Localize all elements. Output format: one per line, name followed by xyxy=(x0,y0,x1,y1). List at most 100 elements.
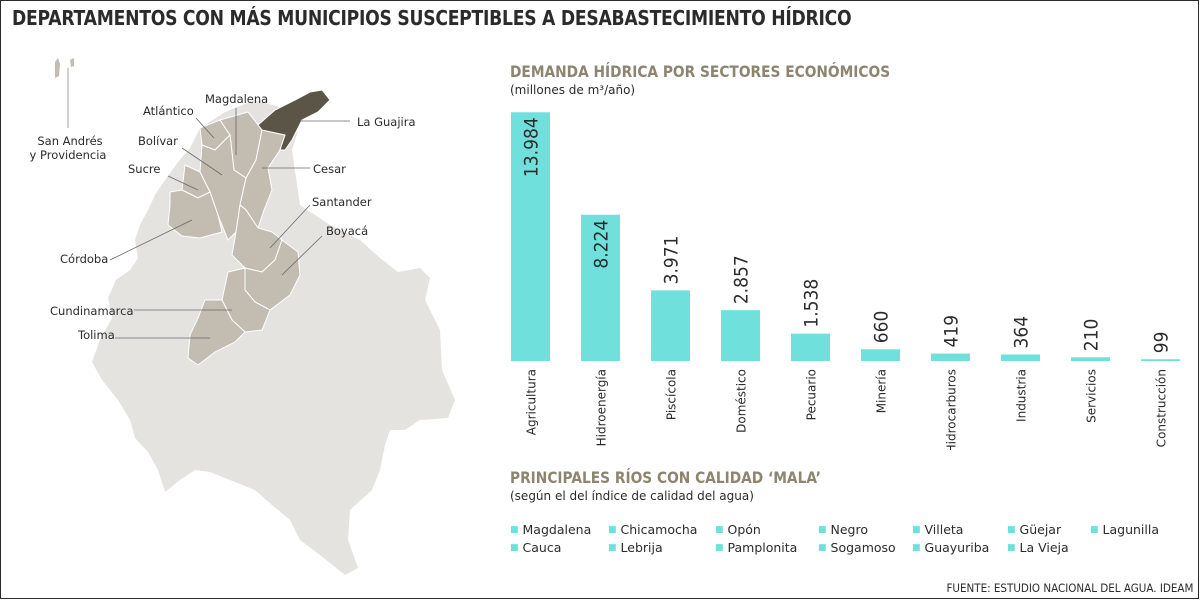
category-label: Construcción xyxy=(1155,369,1169,447)
colombia-map: San Andrés y Providencia Atlántico Magda… xyxy=(30,58,455,575)
label-san-andres-line1: San Andrés xyxy=(37,134,102,148)
bullet-icon: ■ xyxy=(608,543,617,553)
leader-lines xyxy=(109,108,350,339)
river-name: Lebrija xyxy=(620,540,663,555)
river-name: Sogamoso xyxy=(830,540,896,555)
source-note: FUENTE: ESTUDIO NACIONAL DEL AGUA. IDEAM xyxy=(946,581,1193,595)
region-la-guajira xyxy=(257,89,331,151)
bar-piscícola xyxy=(651,290,690,361)
leader-santander xyxy=(269,204,311,249)
bullet-icon: ■ xyxy=(715,543,724,553)
rivers-title: PRINCIPALES RÍOS CON CALIDAD ‘MALA’ xyxy=(510,468,821,487)
bar-value-label: 660 xyxy=(871,311,893,344)
region-tolima xyxy=(187,299,246,366)
bar-value-label: 1.538 xyxy=(801,279,823,328)
label-santander: Santander xyxy=(312,195,372,209)
rivers-list: ■ Magdalena ■ Chicamocha ■ Opón ■ Negro ■ Villeta… xyxy=(510,522,1190,562)
category-label: Agricultura xyxy=(525,369,539,435)
category-label: Minería xyxy=(875,369,889,413)
bar-value-label: 13.984 xyxy=(521,117,543,177)
river-name: Lagunilla xyxy=(1102,522,1159,537)
bullet-icon: ■ xyxy=(912,543,921,553)
river-item: ■ Guayuriba xyxy=(912,540,989,555)
bullet-icon: ■ xyxy=(1007,525,1016,535)
region-cordoba xyxy=(167,189,223,239)
river-item: ■ Lagunilla xyxy=(1090,522,1159,537)
bullet-icon: ■ xyxy=(608,525,617,535)
san-andres-island xyxy=(55,58,60,78)
bar-industria xyxy=(1001,354,1040,361)
river-item: ■ Opón xyxy=(715,522,761,537)
river-item: ■ Sogamoso xyxy=(818,540,896,555)
leader-boyaca xyxy=(281,235,323,276)
bullet-icon: ■ xyxy=(510,543,519,553)
label-cordoba: Córdoba xyxy=(60,252,108,266)
category-label: Hidroenergía xyxy=(595,369,609,446)
bar-agricultura xyxy=(511,112,550,361)
bars-group: 13.984 Agricultura 8.224 Hidroenergía 3.971 P… xyxy=(511,112,1180,450)
label-magdalena: Magdalena xyxy=(205,92,268,106)
label-cesar: Cesar xyxy=(313,162,346,176)
bullet-icon: ■ xyxy=(715,525,724,535)
label-sucre: Sucre xyxy=(128,162,160,176)
river-name: La Vieja xyxy=(1019,540,1069,555)
main-title: DEPARTAMENTOS CON MÁS MUNICIPIOS SUSCEPT… xyxy=(12,6,852,30)
river-item: ■ Villeta xyxy=(912,522,963,537)
river-item: ■ Pamplonita xyxy=(715,540,797,555)
bullet-icon: ■ xyxy=(510,525,519,535)
bar-hidroenergía xyxy=(581,214,620,361)
bar-hidrocarburos xyxy=(931,353,970,361)
river-name: Opón xyxy=(727,522,761,537)
category-label: Hidrocarburos xyxy=(945,369,959,450)
river-item: ■ Güejar xyxy=(1007,522,1061,537)
category-label: Doméstico xyxy=(735,369,749,433)
bullet-icon: ■ xyxy=(818,525,827,535)
chart-subtitle: (millones de m³/año) xyxy=(510,83,636,97)
bar-construcción xyxy=(1141,359,1180,361)
bar-value-label: 8.224 xyxy=(591,220,613,269)
leader-bolivar xyxy=(181,147,223,176)
river-item: ■ Chicamocha xyxy=(608,522,697,537)
bar-value-label: 2.857 xyxy=(731,255,753,304)
bar-value-label: 210 xyxy=(1081,319,1103,352)
bar-servicios xyxy=(1071,357,1110,361)
category-label: Industria xyxy=(1015,369,1029,422)
label-cundinamarca: Cundinamarca xyxy=(50,304,134,318)
river-name: Güejar xyxy=(1019,522,1062,537)
label-boyaca: Boyacá xyxy=(326,224,368,238)
bar-minería xyxy=(861,349,900,361)
river-name: Chicamocha xyxy=(620,522,698,537)
providencia-island xyxy=(70,58,74,67)
bullet-icon: ■ xyxy=(912,525,921,535)
leader-sucre xyxy=(167,175,199,191)
river-item: ■ Magdalena xyxy=(510,522,591,537)
bar-value-label: 3.971 xyxy=(661,235,683,284)
label-tolima: Tolima xyxy=(77,328,115,342)
bar-doméstico xyxy=(721,310,760,361)
chart-title: DEMANDA HÍDRICA POR SECTORES ECONÓMICOS xyxy=(510,62,891,81)
label-bolivar: Bolívar xyxy=(138,134,178,148)
river-name: Guayuriba xyxy=(924,540,990,555)
river-item: ■ La Vieja xyxy=(1007,540,1069,555)
river-name: Cauca xyxy=(522,540,562,555)
river-name: Negro xyxy=(830,522,869,537)
category-label: Piscícola xyxy=(665,369,679,420)
label-atlantico: Atlántico xyxy=(143,104,194,118)
label-san-andres-line2: y Providencia xyxy=(30,148,107,162)
rivers-subtitle: (según el del índice de calidad del agua… xyxy=(510,489,754,503)
leader-atlantico xyxy=(195,117,215,139)
bar-chart: 13.984 Agricultura 8.224 Hidroenergía 3.971 P… xyxy=(511,112,1180,450)
bar-value-label: 99 xyxy=(1151,331,1173,353)
category-label: Pecuario xyxy=(805,369,819,420)
river-item: ■ Lebrija xyxy=(608,540,663,555)
river-name: Magdalena xyxy=(522,522,592,537)
category-label: Servicios xyxy=(1085,369,1099,423)
river-item: ■ Negro xyxy=(818,522,868,537)
bullet-icon: ■ xyxy=(1007,543,1016,553)
river-name: Pamplonita xyxy=(727,540,798,555)
bar-pecuario xyxy=(791,333,830,361)
bar-value-label: 419 xyxy=(941,315,963,348)
river-item: ■ Cauca xyxy=(510,540,561,555)
label-la-guajira: La Guajira xyxy=(357,115,416,129)
